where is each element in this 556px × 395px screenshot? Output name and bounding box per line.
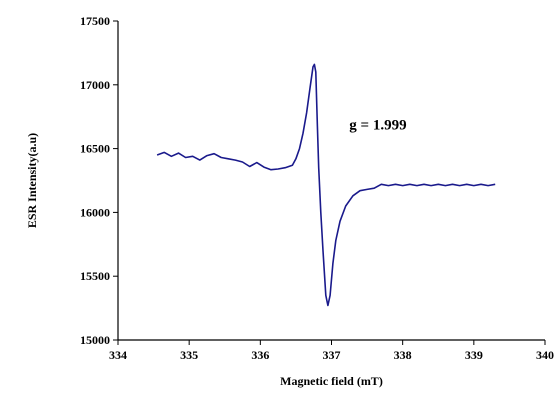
x-axis-title: Magnetic field (mT)	[280, 374, 383, 388]
y-tick-label: 15000	[80, 333, 110, 347]
y-tick-label: 16000	[80, 205, 110, 219]
x-tick-label: 338	[394, 348, 412, 362]
x-tick-label: 340	[536, 348, 554, 362]
x-tick-label: 335	[180, 348, 198, 362]
plot-area	[156, 63, 496, 307]
axis-labels: 334 335 336 337 338 339 340 15000 15500 16000 1650…	[80, 14, 554, 362]
g-factor-annotation: g = 1.999	[349, 117, 406, 133]
x-tick-label: 337	[323, 348, 341, 362]
series-line	[156, 63, 496, 307]
y-tick-label: 17000	[80, 78, 110, 92]
x-tick-label: 334	[109, 348, 127, 362]
y-tick-label: 17500	[80, 14, 110, 28]
x-tick-label: 339	[465, 348, 483, 362]
y-tick-label: 15500	[80, 269, 110, 283]
y-axis-title: ESR Intensity(a.u)	[25, 133, 39, 228]
axes	[113, 20, 546, 345]
y-tick-label: 16500	[80, 142, 110, 156]
x-tick-label: 336	[251, 348, 269, 362]
